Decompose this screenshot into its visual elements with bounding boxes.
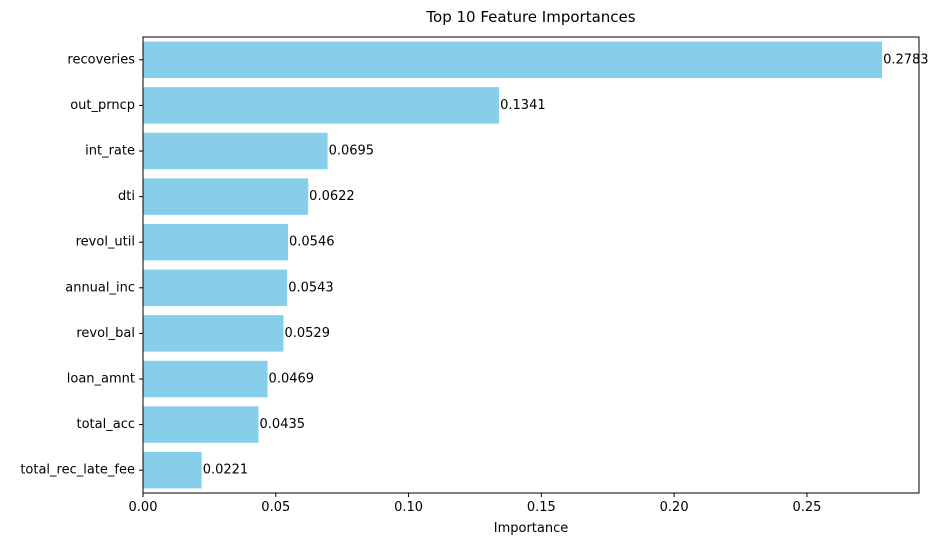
data-label: 0.2783: [883, 52, 929, 67]
data-label: 0.0543: [288, 280, 334, 295]
data-labels-layer: 0.2783 0.1341 0.0695 0.0622 0.0546 0.0543 0.05…: [203, 52, 929, 477]
x-tick-label: 0.25: [792, 500, 821, 515]
x-axis-label: Importance: [494, 521, 569, 536]
data-label: 0.0469: [269, 372, 315, 387]
y-tick-label: total_rec_late_fee: [20, 463, 135, 478]
bar-int_rate: [143, 132, 328, 170]
data-label: 0.0529: [284, 326, 330, 341]
y-tick-label: out_prncp: [70, 98, 135, 113]
data-label: 0.0435: [260, 417, 306, 432]
x-tick-label: 0.00: [129, 500, 158, 515]
y-tick-label: annual_inc: [65, 280, 135, 295]
data-label: 0.0622: [309, 189, 355, 204]
bar-recoveries: [143, 41, 883, 79]
x-tick-label: 0.05: [261, 500, 290, 515]
x-tick-label: 0.10: [394, 500, 423, 515]
data-label: 0.0221: [203, 463, 249, 478]
x-tick-label: 0.15: [527, 500, 556, 515]
x-tick-label: 0.20: [660, 500, 689, 515]
bar-revol_bal: [143, 315, 284, 352]
bar-loan_amnt: [143, 360, 268, 398]
x-axis-ticks: 0.00 0.05 0.10 0.15 0.20 0.25: [129, 493, 821, 515]
y-tick-label: total_acc: [77, 417, 136, 432]
y-tick-label: dti: [118, 189, 135, 204]
bar-total_rec_late_fee: [143, 451, 202, 489]
bar-total_acc: [143, 406, 259, 443]
data-label: 0.0695: [329, 144, 375, 159]
y-tick-label: revol_util: [76, 235, 135, 250]
bars-layer: [143, 41, 883, 489]
y-tick-label: recoveries: [67, 52, 135, 67]
y-tick-label: revol_bal: [76, 326, 135, 341]
data-label: 0.1341: [500, 98, 546, 113]
bar-out_prncp: [143, 87, 500, 124]
bar-revol_util: [143, 223, 289, 261]
plot-frame: [142, 36, 920, 494]
data-label: 0.0546: [289, 235, 335, 250]
y-tick-label: loan_amnt: [67, 372, 135, 387]
y-tick-label: int_rate: [85, 144, 135, 159]
chart-title: Top 10 Feature Importances: [425, 8, 635, 26]
bar-annual_inc: [143, 269, 288, 307]
bar-dti: [143, 178, 309, 215]
